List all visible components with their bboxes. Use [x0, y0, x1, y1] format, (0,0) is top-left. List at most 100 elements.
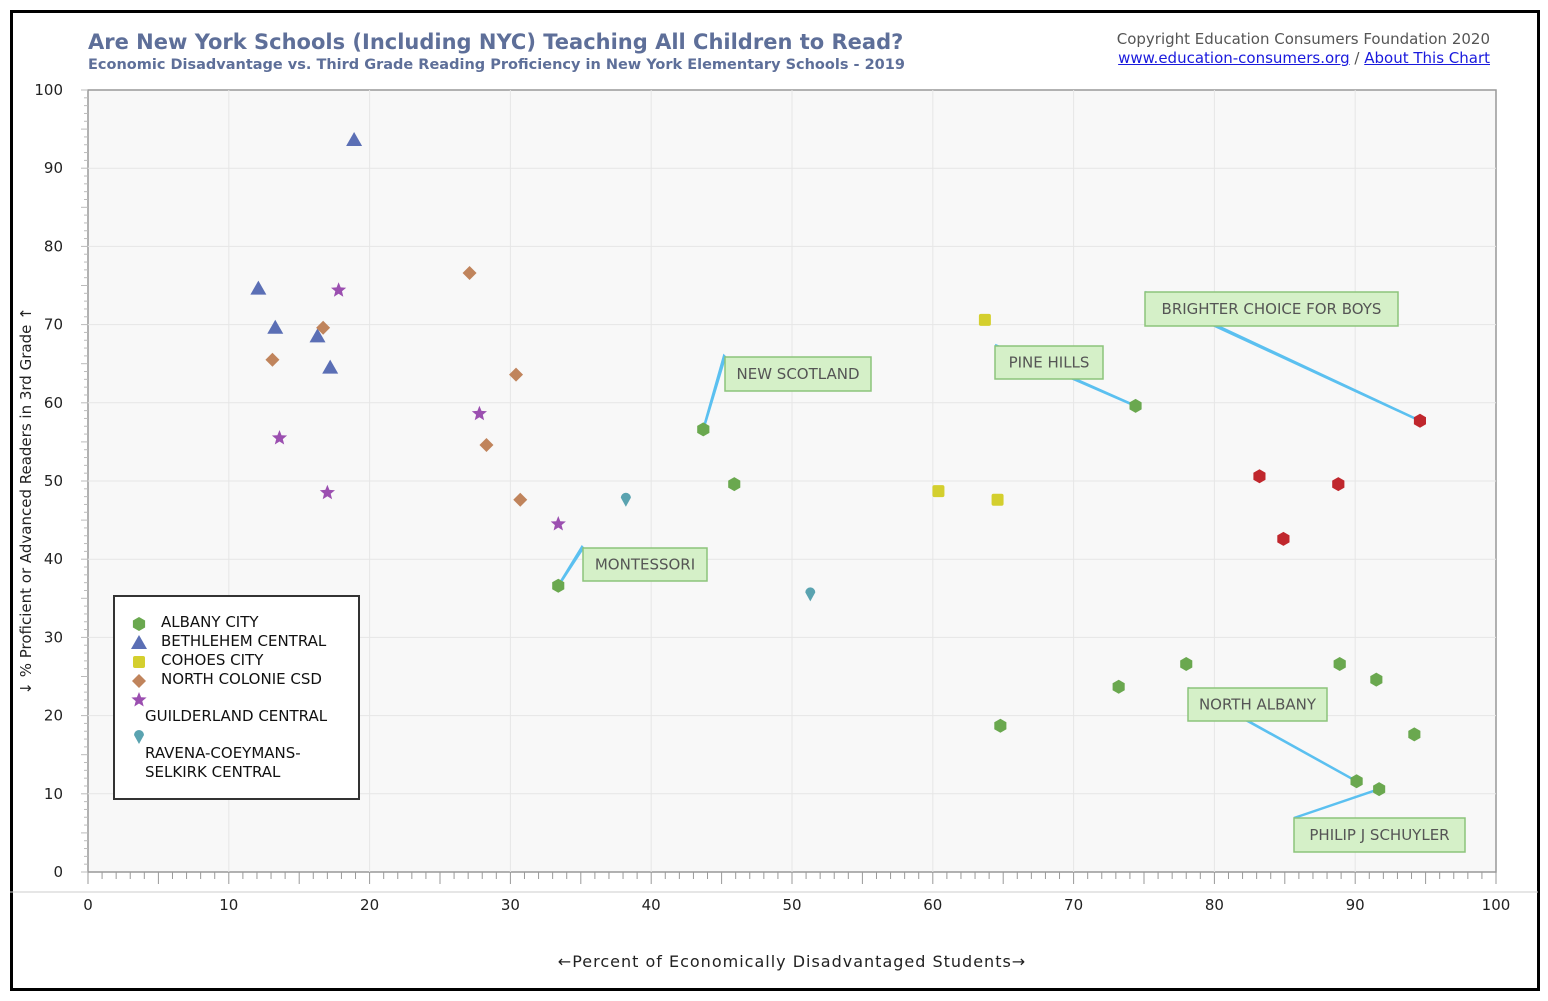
y-tick-label: 70	[44, 316, 63, 334]
legend-marker	[132, 674, 146, 688]
website-link[interactable]: www.education-consumers.org	[1118, 49, 1350, 67]
chart-subtitle: Economic Disadvantage vs. Third Grade Re…	[88, 57, 905, 73]
data-point	[1373, 782, 1386, 797]
legend-marker	[133, 656, 145, 668]
x-tick-label: 90	[1346, 896, 1365, 914]
annotation-label: PHILIP J SCHUYLER	[1309, 826, 1449, 844]
data-point	[978, 313, 991, 326]
data-point	[697, 422, 710, 437]
y-tick-label: 50	[44, 472, 63, 490]
y-tick-label: 40	[44, 550, 63, 568]
legend-marker-icon	[131, 635, 147, 649]
series-guilderland-central	[271, 282, 566, 531]
data-point	[1413, 413, 1426, 428]
data-point	[1408, 727, 1421, 742]
x-tick-label: 30	[501, 896, 520, 914]
data-point	[250, 280, 267, 295]
legend-label: GUILDERLAND CENTRAL	[145, 707, 328, 725]
x-tick-label: 60	[923, 896, 942, 914]
y-tick-label: 90	[44, 159, 63, 177]
annotation-label: NORTH ALBANY	[1199, 696, 1317, 714]
annotation-label: NEW SCOTLAND	[737, 365, 860, 383]
series-ravena-coeymans-selkirk-central	[620, 492, 816, 602]
y-tick-label: 20	[44, 707, 63, 725]
legend-marker-icon	[134, 730, 144, 744]
copyright-block: Copyright Education Consumers Foundation…	[1117, 30, 1490, 68]
legend-label: BETHLEHEM CENTRAL	[161, 632, 327, 650]
data-point	[728, 477, 741, 492]
data-point	[550, 516, 566, 531]
legend-marker-icon	[131, 692, 147, 707]
data-point	[1112, 679, 1125, 694]
data-point	[509, 367, 524, 382]
legend: ALBANY CITY BETHLEHEM CENTRAL COHOES CITY N…	[113, 595, 360, 800]
series-albany-city	[552, 398, 1421, 797]
data-point	[620, 492, 631, 507]
legend-marker-icon	[132, 674, 146, 688]
y-tick-label: 30	[44, 628, 63, 646]
data-point	[265, 352, 280, 367]
data-point	[471, 405, 487, 421]
data-point	[1350, 774, 1363, 789]
data-point	[1277, 531, 1290, 546]
data-point	[1370, 672, 1383, 687]
data-point	[513, 492, 528, 507]
annotation-box	[1187, 687, 1328, 722]
data-point	[346, 132, 363, 147]
data-point	[462, 265, 477, 280]
y-tick-label: 100	[34, 81, 63, 99]
legend-label: ALBANY CITY	[161, 613, 259, 631]
data-point	[1129, 398, 1142, 413]
chart-title: Are New York Schools (Including NYC) Tea…	[88, 30, 904, 54]
legend-marker-icon	[132, 617, 146, 631]
data-point	[1180, 657, 1193, 671]
x-tick-label: 40	[642, 896, 661, 914]
series-bethlehem-central	[250, 132, 363, 374]
annotation-box	[994, 345, 1104, 380]
legend-label: COHOES CITY	[161, 651, 264, 669]
annotation-box	[724, 356, 872, 392]
x-tick-label: 80	[1205, 896, 1224, 914]
x-axis-label: ←Percent of Economically Disadvantaged S…	[558, 952, 1026, 971]
y-tick-label: 0	[53, 863, 63, 881]
x-tick-label: 0	[83, 896, 93, 914]
annotation-label: MONTESSORI	[595, 556, 695, 574]
data-point	[316, 320, 331, 335]
y-tick-label: 80	[44, 237, 63, 255]
legend-label: RAVENA-COEYMANS- SELKIRK CENTRAL	[145, 744, 301, 781]
legend-marker-icon	[133, 656, 145, 668]
copyright-text: Copyright Education Consumers Foundation…	[1116, 30, 1490, 48]
annotation-label: BRIGHTER CHOICE FOR BOYS	[1162, 300, 1382, 318]
legend-marker	[131, 635, 147, 649]
legend-marker	[131, 692, 147, 707]
data-point	[805, 587, 816, 602]
legend-label: NORTH COLONIE CSD	[161, 670, 322, 688]
data-point	[932, 485, 945, 498]
y-tick-label: 60	[44, 394, 63, 412]
x-tick-label: 100	[1482, 896, 1511, 914]
annotation-box	[1293, 817, 1466, 853]
about-chart-link[interactable]: About This Chart	[1364, 49, 1490, 67]
data-point	[271, 430, 288, 445]
series-cohoes-city	[932, 313, 1004, 506]
data-point	[1253, 469, 1266, 484]
series-unnamed	[1253, 413, 1426, 546]
data-point	[319, 484, 335, 500]
data-point	[267, 319, 284, 334]
data-point	[552, 578, 565, 593]
legend-marker	[134, 730, 144, 744]
link-separator: /	[1354, 49, 1360, 67]
annotation-box	[1144, 291, 1399, 327]
x-tick-label: 10	[219, 896, 238, 914]
annotation-label: PINE HILLS	[1009, 354, 1090, 372]
data-point	[991, 493, 1004, 506]
data-point	[994, 718, 1007, 733]
data-point	[1332, 477, 1345, 492]
x-tick-label: 20	[360, 896, 379, 914]
x-tick-label: 50	[782, 896, 801, 914]
data-point	[1333, 657, 1346, 671]
annotation-box	[582, 547, 708, 582]
y-tick-label: 10	[44, 785, 63, 803]
legend-marker	[132, 617, 146, 631]
